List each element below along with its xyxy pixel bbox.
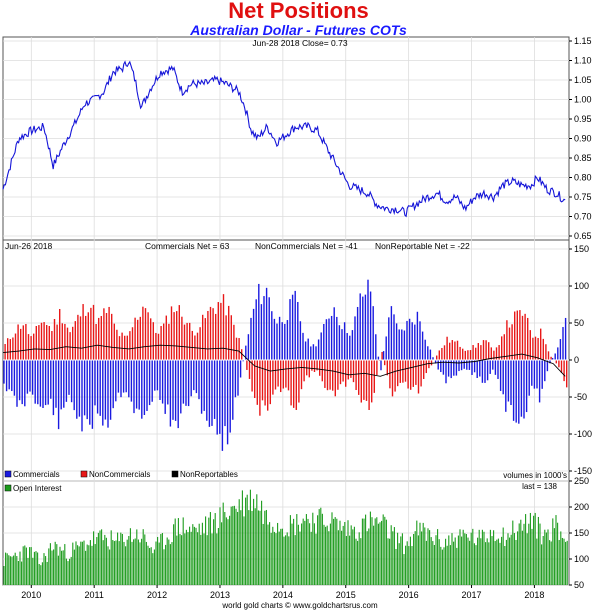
legend-swatch-nonreportables bbox=[171, 470, 179, 478]
volumes-note: volumes in 1000's bbox=[503, 471, 567, 480]
oi-tick-label: 150 bbox=[574, 528, 589, 538]
price-tick-label: 0.70 bbox=[574, 212, 592, 222]
price-tick-label: 0.80 bbox=[574, 173, 592, 183]
oi-tick-label: 100 bbox=[574, 554, 589, 564]
price-tick-label: 1.00 bbox=[574, 95, 592, 105]
net-tick-label: -150 bbox=[574, 466, 592, 476]
legend-label-commercials: Commercials bbox=[13, 470, 60, 479]
x-tick-label: 2016 bbox=[399, 590, 419, 600]
nonreportables-line bbox=[2, 344, 566, 377]
price-line bbox=[2, 60, 566, 218]
net-tick-label: -50 bbox=[574, 392, 587, 402]
price-tick-label: 0.90 bbox=[574, 134, 592, 144]
net-tick-label: -100 bbox=[574, 429, 592, 439]
x-tick-label: 2017 bbox=[462, 590, 482, 600]
legend-label-nonreportables: NonReportables bbox=[180, 470, 238, 479]
legend-label-open-interest: Open Interest bbox=[13, 484, 62, 493]
x-tick-label: 2013 bbox=[210, 590, 230, 600]
x-tick-label: 2014 bbox=[273, 590, 293, 600]
oi-tick-label: 250 bbox=[574, 476, 589, 486]
oi-tick-label: 50 bbox=[574, 580, 584, 590]
price-tick-label: 1.05 bbox=[574, 75, 592, 85]
net-tick-label: 150 bbox=[574, 244, 589, 254]
price-tick-label: 1.15 bbox=[574, 36, 592, 46]
legend-swatch-open-interest bbox=[4, 484, 12, 492]
oi-last-value: last = 138 bbox=[522, 482, 557, 491]
nonreportable-net-label: NonReportable Net = -22 bbox=[375, 241, 470, 251]
oi-tick-label: 200 bbox=[574, 502, 589, 512]
price-tick-label: 0.95 bbox=[574, 114, 592, 124]
footer-credit: world gold charts © www.goldchartsrus.co… bbox=[221, 601, 378, 610]
x-tick-label: 2018 bbox=[524, 590, 544, 600]
net-tick-label: 50 bbox=[574, 318, 584, 328]
net-date: Jun-26 2018 bbox=[5, 241, 53, 251]
chart-title: Net Positions bbox=[228, 0, 369, 23]
x-tick-label: 2010 bbox=[21, 590, 41, 600]
commercials-net-label: Commercials Net = 63 bbox=[145, 241, 230, 251]
legend-swatch-noncommercials bbox=[80, 470, 88, 478]
net-tick-label: 100 bbox=[574, 281, 589, 291]
legend-swatch-commercials bbox=[4, 470, 12, 478]
price-tick-label: 0.65 bbox=[574, 231, 592, 241]
x-tick-label: 2012 bbox=[147, 590, 167, 600]
price-tick-label: 0.85 bbox=[574, 153, 592, 163]
legend-label-noncommercials: NonCommercials bbox=[89, 470, 150, 479]
price-annotation: Jun-28 2018 Close= 0.73 bbox=[252, 38, 347, 48]
x-tick-label: 2015 bbox=[336, 590, 356, 600]
noncommercials-net-label: NonCommercials Net = -41 bbox=[255, 241, 358, 251]
chart-subtitle: Australian Dollar - Futures COTs bbox=[190, 22, 407, 38]
net-tick-label: 0 bbox=[574, 355, 579, 365]
price-tick-label: 0.75 bbox=[574, 192, 592, 202]
x-tick-label: 2011 bbox=[85, 590, 104, 600]
price-tick-label: 1.10 bbox=[574, 56, 592, 66]
